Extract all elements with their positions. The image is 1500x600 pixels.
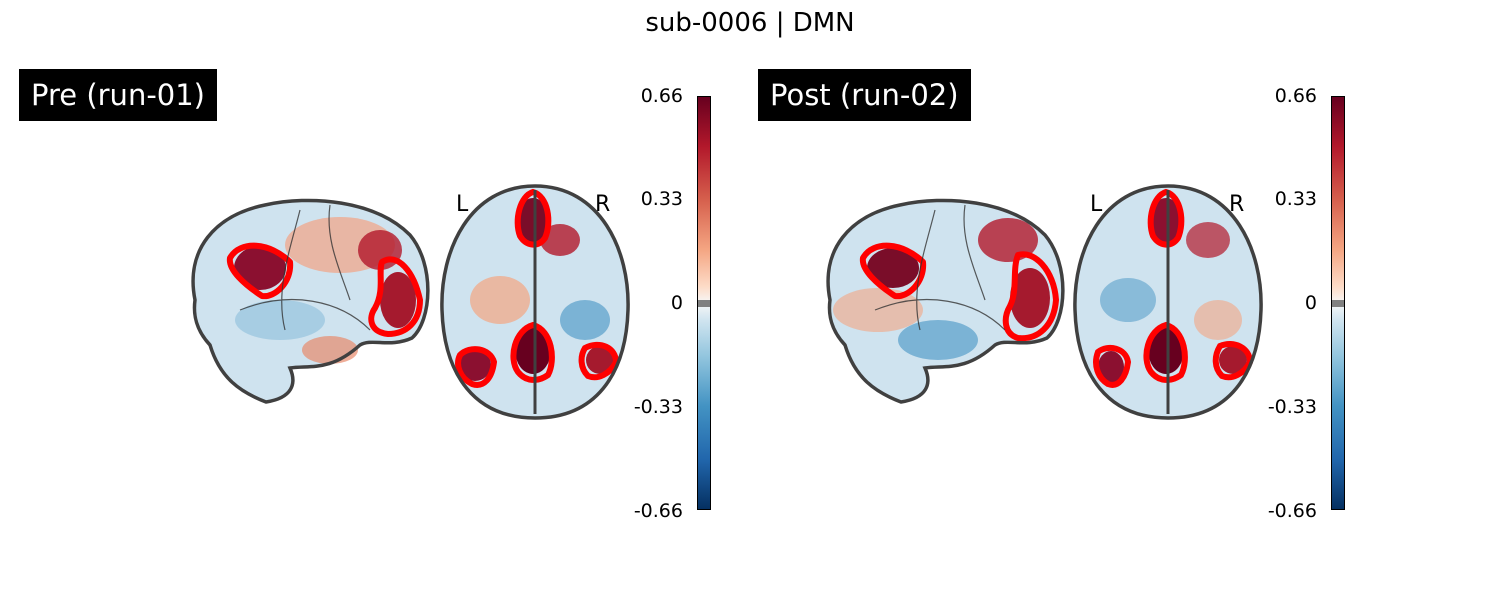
roi-outline: [226, 242, 294, 300]
left-hemisphere-label: L: [1090, 192, 1103, 217]
axial-view: L R: [1073, 184, 1263, 420]
glass-brain-pre: L R: [191, 184, 630, 420]
roi-outline: [1093, 344, 1132, 388]
sagittal-view: [826, 198, 1065, 404]
roi-outline: [1147, 188, 1185, 248]
roi-outline: [510, 321, 555, 383]
right-hemisphere-label: R: [595, 192, 610, 217]
colorbar: [1331, 96, 1345, 510]
colorbar-tick-lower: -0.33: [1267, 396, 1317, 418]
roi-outline: [455, 346, 498, 388]
pre-run-panel: Pre (run-01): [0, 0, 740, 600]
colorbar-tick-zero: 0: [1304, 292, 1317, 314]
right-hemisphere-label: R: [1229, 192, 1244, 217]
colorbar-zero-band: [1332, 299, 1344, 307]
colorbar-tick-lower: -0.33: [633, 396, 683, 418]
panel-title: Post (run-02): [758, 69, 971, 121]
figure-title: sub-0006 | DMN: [645, 8, 855, 38]
colorbar-tick-max: 0.66: [1274, 85, 1317, 107]
roi-outline: [1002, 251, 1059, 342]
colorbar: [697, 96, 711, 510]
roi-outline: [1212, 341, 1254, 381]
axial-outline: [440, 184, 630, 420]
roi-outline: [578, 341, 620, 381]
left-hemisphere-label: L: [456, 192, 469, 217]
roi-outline: [859, 242, 927, 300]
colorbar-tick-min: -0.66: [633, 500, 683, 522]
sagittal-outline: [191, 198, 430, 404]
panel-title: Pre (run-01): [19, 69, 217, 121]
colorbar-tick-zero: 0: [670, 292, 683, 314]
colorbar-zero-band: [698, 299, 710, 307]
sagittal-view: [191, 198, 430, 404]
colorbar-tick-max: 0.66: [640, 85, 683, 107]
roi-outline: [514, 188, 552, 248]
axial-view: L R: [440, 184, 630, 420]
roi-outline: [368, 256, 423, 337]
roi-outline: [1143, 321, 1188, 383]
axial-outline: [1073, 184, 1263, 420]
colorbar-tick-upper: 0.33: [1274, 188, 1317, 210]
colorbar-tick-upper: 0.33: [640, 188, 683, 210]
glass-brain-post: L R: [826, 184, 1263, 420]
sagittal-outline: [826, 198, 1065, 404]
post-run-panel: Post (run-02): [738, 0, 1478, 600]
colorbar-tick-min: -0.66: [1267, 500, 1317, 522]
